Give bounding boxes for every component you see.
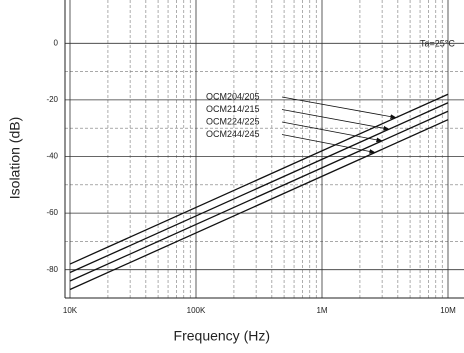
y-tick-label: -40 — [46, 152, 58, 161]
legend-arrow — [281, 96, 397, 119]
legend-arrow — [281, 134, 376, 154]
x-tick-label: 100K — [187, 306, 206, 315]
legend-label: OCM224/225 — [206, 116, 260, 126]
y-tick-label: 0 — [54, 38, 59, 47]
series-line — [69, 93, 449, 265]
legend-label: OCM244/245 — [206, 129, 260, 139]
x-tick-label: 10M — [440, 306, 456, 315]
y-tick-label: -60 — [46, 208, 58, 217]
series-line — [69, 102, 449, 274]
legend-arrow — [281, 109, 390, 131]
x-tick-label: 1M — [316, 306, 327, 315]
legend-label: OCM204/205 — [206, 91, 260, 101]
x-axis-title: Frequency (Hz) — [174, 328, 270, 344]
series-line — [69, 110, 449, 282]
y-tick-label: -80 — [46, 265, 58, 274]
series-line — [69, 119, 449, 291]
x-tick-label: 10K — [63, 306, 78, 315]
y-axis-title: Isolation (dB) — [7, 117, 23, 199]
legend-label: OCM214/215 — [206, 104, 260, 114]
legend-arrow — [281, 121, 383, 143]
y-tick-label: -20 — [46, 95, 58, 104]
